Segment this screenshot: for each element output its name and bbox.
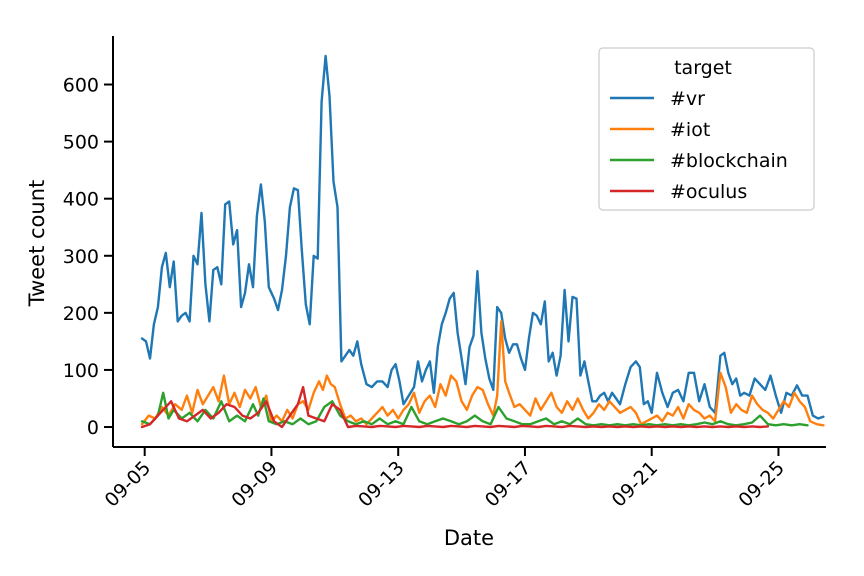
y-tick-label: 400 — [63, 189, 99, 211]
legend-entries: #vr #iot #blockchain #oculus — [610, 88, 788, 203]
series-line-vr — [140, 54, 825, 420]
legend-label-vr: #vr — [670, 88, 705, 110]
y-tick-label: 500 — [63, 132, 99, 154]
x-axis-title: Date — [444, 526, 494, 550]
legend-label-oculus: #oculus — [670, 181, 747, 203]
legend-box — [598, 47, 815, 211]
y-tick-label: 0 — [87, 417, 99, 439]
y-axis: 0 100 200 300 400 500 600 — [63, 36, 114, 447]
series-lines — [140, 54, 825, 429]
legend-label-blockchain: #blockchain — [670, 150, 788, 172]
series-line-blockchain — [140, 391, 809, 427]
legend-title: target — [674, 57, 732, 79]
y-axis-title: Tweet count — [25, 180, 49, 308]
series-line-oculus — [140, 385, 770, 429]
legend: target #vr #iot #blockchain #oculus — [598, 47, 815, 211]
y-tick-label: 300 — [63, 246, 99, 268]
y-tick-label: 100 — [63, 360, 99, 382]
y-tick-label: 600 — [63, 75, 99, 97]
y-tick-label: 200 — [63, 303, 99, 325]
legend-label-iot: #iot — [670, 119, 710, 141]
